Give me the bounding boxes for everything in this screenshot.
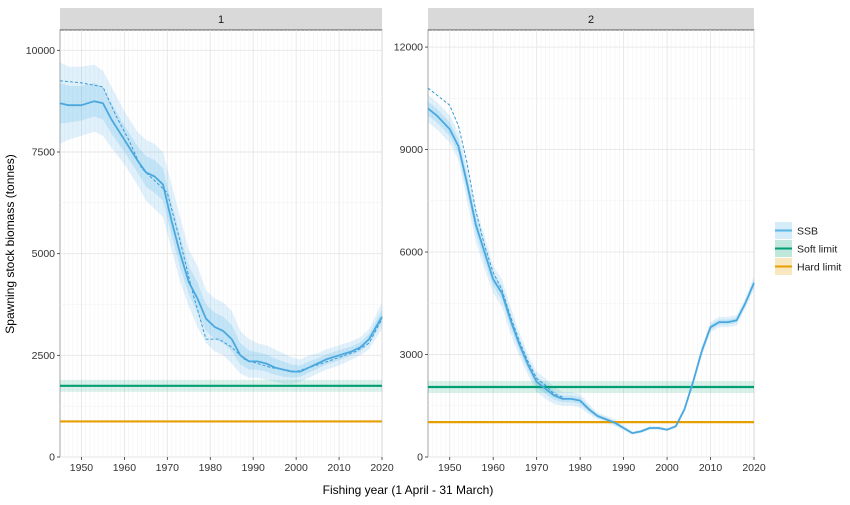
x-tick-label: 1970	[525, 462, 549, 474]
y-tick-label: 5000	[32, 248, 56, 260]
x-tick-label: 2010	[699, 462, 723, 474]
legend-key-hard-limit: Hard limit	[775, 258, 841, 275]
x-tick-label: 2000	[655, 462, 679, 474]
ssb-line	[427, 107, 755, 434]
legend-label: SSB	[797, 226, 818, 238]
panel-strip	[60, 8, 382, 30]
legend-key-soft-limit: Soft limit	[775, 240, 837, 257]
x-tick-label: 2000	[284, 462, 308, 474]
x-tick-label: 1990	[242, 462, 266, 474]
y-tick-label: 12000	[394, 42, 423, 54]
x-tick-label: 1990	[612, 462, 636, 474]
panel-2: 2 1950 1960 1970 1980 1990 2000 2010 2020 0 3000 60…	[394, 8, 766, 474]
x-tick-label: 1970	[156, 462, 180, 474]
x-tick-label: 1960	[113, 462, 137, 474]
x-tick-label: 2010	[327, 462, 351, 474]
legend-label: Soft limit	[797, 244, 837, 256]
legend-key-ssb: SSB	[775, 222, 818, 239]
x-tick-label: 1950	[70, 462, 94, 474]
ssb-dashed-line	[427, 87, 563, 398]
y-tick-label: 0	[417, 452, 423, 464]
ssb-line	[59, 100, 383, 373]
panel-strip-label: 2	[588, 14, 594, 26]
panel-1: 1 1950 1960 1970 1980 1990 2000 2010 2020 0 2500 50…	[26, 8, 394, 474]
y-axis-title: Spawning stock biomass (tonnes)	[3, 154, 17, 333]
x-tick-label: 1980	[199, 462, 223, 474]
panel-strip-label: 1	[218, 14, 224, 26]
ssb-band-inner	[60, 82, 382, 378]
y-tick-label: 7500	[32, 147, 56, 159]
x-tick-label: 1980	[568, 462, 592, 474]
panel-strip	[428, 8, 754, 30]
y-tick-label: 0	[49, 452, 55, 464]
y-tick-label: 10000	[26, 45, 55, 57]
y-tick-label: 2500	[32, 350, 56, 362]
ssb-band-outer	[60, 62, 382, 384]
legend: SSB Soft limit Hard limit	[775, 222, 841, 275]
x-tick-label: 1950	[438, 462, 462, 474]
y-tick-label: 9000	[400, 144, 424, 156]
y-tick-label: 6000	[400, 247, 424, 259]
y-tick-label: 3000	[400, 349, 424, 361]
x-tick-label: 2020	[370, 462, 394, 474]
ssb-dashed-line	[59, 80, 383, 373]
x-axis-title: Fishing year (1 April - 31 March)	[323, 483, 494, 497]
x-tick-label: 1960	[482, 462, 506, 474]
legend-label: Hard limit	[797, 262, 841, 274]
x-tick-label: 2020	[742, 462, 766, 474]
